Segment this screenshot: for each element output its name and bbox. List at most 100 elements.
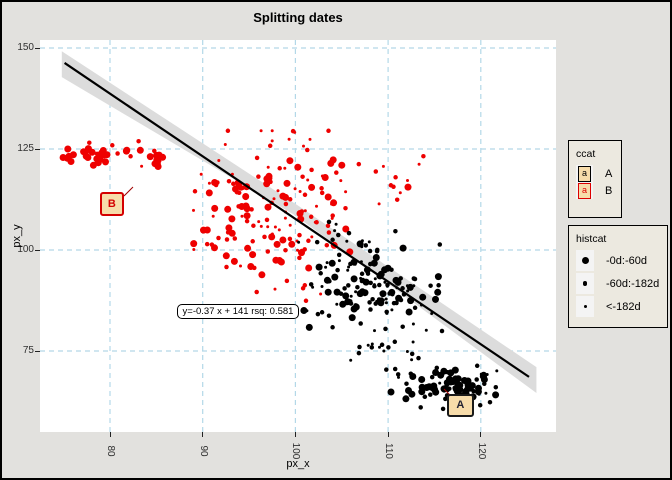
y-axis-label: px_y — [11, 224, 23, 248]
data-point — [200, 226, 207, 234]
data-point — [421, 153, 426, 159]
data-point — [232, 236, 238, 241]
data-point — [333, 229, 337, 233]
data-point — [432, 295, 439, 303]
regression-line — [63, 62, 530, 378]
data-point — [252, 265, 257, 271]
data-point — [205, 189, 213, 197]
data-point — [391, 184, 396, 190]
data-point — [363, 243, 369, 248]
data-point — [370, 296, 375, 302]
data-point — [240, 214, 244, 218]
data-point — [115, 151, 120, 156]
data-point — [349, 294, 353, 298]
data-point — [303, 209, 307, 213]
data-point — [434, 273, 442, 281]
data-point — [434, 299, 437, 303]
data-point — [353, 262, 357, 266]
data-point — [383, 326, 388, 332]
data-point — [326, 313, 332, 318]
data-point — [327, 278, 332, 284]
data-point — [337, 259, 341, 263]
data-point — [428, 283, 433, 288]
legend-entry-A[interactable]: a A — [576, 165, 615, 182]
data-point — [438, 381, 442, 385]
data-point — [434, 365, 440, 371]
data-point — [348, 314, 356, 322]
data-point — [390, 308, 394, 312]
data-point — [315, 263, 323, 271]
data-point — [263, 175, 271, 183]
legend-histcat: histcat -0d:-60d -60d:-182d <-182d — [568, 225, 668, 328]
data-point — [283, 179, 291, 187]
data-point — [254, 155, 260, 161]
confidence-band — [61, 51, 537, 394]
legend-entry-size3[interactable]: <-182d — [576, 296, 661, 317]
data-point — [267, 143, 273, 149]
data-point — [287, 197, 293, 202]
data-point — [298, 249, 305, 257]
data-point — [279, 192, 287, 200]
data-point — [192, 248, 196, 251]
data-point — [225, 224, 233, 232]
data-point — [224, 205, 232, 213]
data-point — [373, 277, 377, 281]
data-point — [353, 303, 358, 308]
data-point — [495, 369, 499, 373]
data-point — [264, 203, 272, 211]
data-point — [398, 191, 402, 195]
legend-entry-B[interactable]: a B — [576, 182, 615, 199]
cluster-label-B: B — [99, 191, 124, 216]
data-point — [88, 148, 96, 156]
data-point — [373, 258, 377, 262]
data-point — [379, 342, 385, 348]
data-point — [406, 289, 410, 293]
legend-histcat-title: histcat — [576, 233, 607, 245]
plot-panel — [40, 40, 556, 432]
data-point — [411, 322, 415, 326]
data-point — [319, 310, 325, 315]
size-dot-large-icon — [576, 250, 594, 271]
data-point — [447, 369, 455, 377]
legend-entry-size1[interactable]: -0d:-60d — [576, 250, 661, 271]
data-point — [370, 259, 378, 267]
data-point — [330, 213, 335, 218]
data-point — [412, 276, 418, 282]
y-tick-label: 125 — [17, 143, 34, 154]
data-point — [259, 129, 263, 133]
data-point — [266, 225, 270, 229]
x-tick-mark — [109, 432, 111, 437]
data-point — [315, 204, 318, 208]
legend-label-size1: -0d:-60d — [606, 254, 647, 267]
data-point — [392, 366, 398, 372]
data-point — [308, 214, 314, 220]
data-point — [238, 186, 243, 191]
data-point — [314, 239, 320, 245]
data-point — [262, 234, 267, 240]
data-point — [276, 189, 280, 193]
data-point — [349, 358, 353, 362]
data-point — [324, 265, 328, 269]
data-point — [308, 282, 314, 287]
data-point — [463, 387, 469, 392]
data-point — [440, 406, 446, 412]
data-point — [324, 193, 332, 201]
data-point — [410, 358, 414, 362]
legend-entry-size2[interactable]: -60d:-182d — [576, 273, 661, 294]
data-point — [406, 179, 409, 182]
data-point — [361, 289, 369, 297]
data-point — [409, 373, 417, 380]
data-point — [480, 371, 488, 379]
data-point — [308, 137, 312, 141]
data-point — [226, 178, 232, 184]
data-point — [326, 230, 332, 235]
data-point — [390, 291, 395, 297]
data-point — [192, 189, 198, 194]
data-point — [350, 275, 358, 283]
data-point — [250, 239, 255, 244]
data-point — [259, 224, 263, 228]
data-point — [474, 377, 479, 382]
data-point — [333, 288, 341, 296]
data-point — [346, 268, 350, 272]
x-tick-mark — [202, 432, 204, 437]
